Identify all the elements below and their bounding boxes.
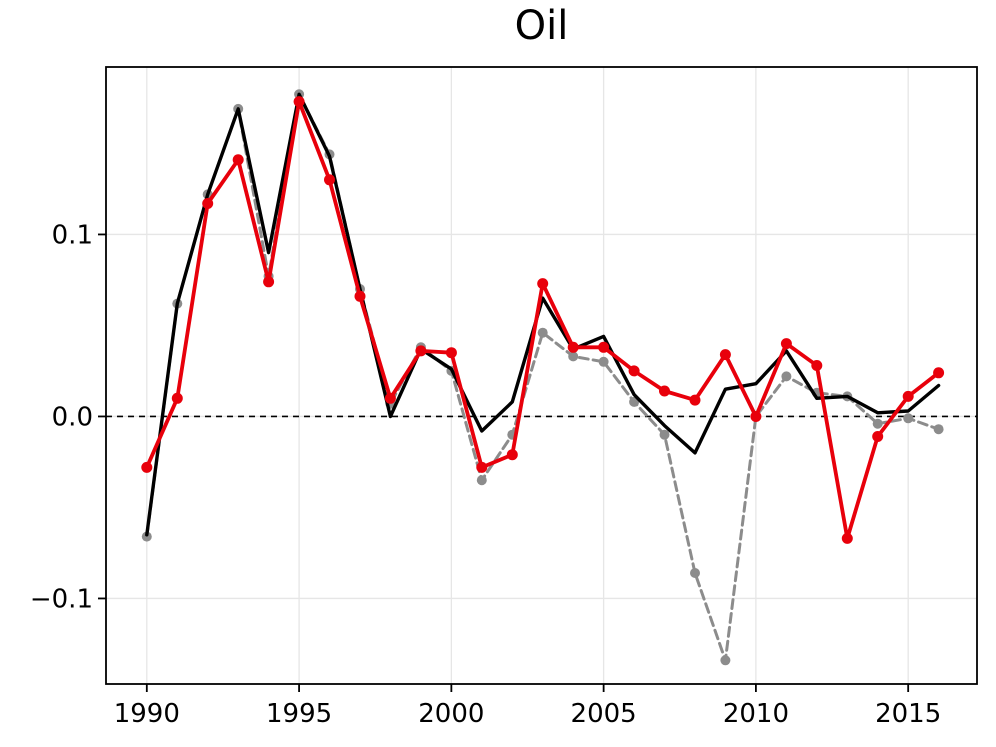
red-solid-markers-point-2008 xyxy=(689,394,701,406)
y-tick-label-0.0: 0.0 xyxy=(52,402,93,432)
red-solid-markers-point-2014 xyxy=(872,431,884,442)
x-tick-label-2010: 2010 xyxy=(723,699,789,729)
red-solid-markers-point-2012 xyxy=(811,360,823,371)
red-solid-markers-point-2000 xyxy=(445,347,457,359)
gray-dashed-markers-point-2011 xyxy=(781,371,792,382)
x-tick-label-2005: 2005 xyxy=(571,699,637,729)
x-tick-label-2015: 2015 xyxy=(875,699,941,729)
red-solid-markers-point-2010 xyxy=(750,411,762,422)
red-solid-markers-point-1995 xyxy=(293,96,305,108)
red-solid-markers-point-1992 xyxy=(202,198,214,209)
x-tick-label-2000: 2000 xyxy=(418,699,484,729)
gray-dashed-markers-point-2007 xyxy=(659,429,670,440)
red-solid-markers-point-2001 xyxy=(476,461,488,473)
red-solid-markers-point-1997 xyxy=(354,290,366,302)
red-solid-markers-point-2006 xyxy=(628,365,640,377)
x-tick-label-1990: 1990 xyxy=(114,699,180,729)
gray-dashed-markers-point-2009 xyxy=(720,655,731,666)
x-tick-label-1995: 1995 xyxy=(266,699,332,729)
gray-dashed-markers-point-2016 xyxy=(933,424,944,435)
red-solid-markers-point-1999 xyxy=(415,345,427,357)
red-solid-markers-point-2007 xyxy=(659,385,670,397)
gray-dashed-markers-point-1990 xyxy=(141,531,152,542)
chart-title: Oil xyxy=(514,3,569,49)
gray-dashed-markers-point-2001 xyxy=(476,475,487,486)
gray-dashed-markers-point-2015 xyxy=(903,413,914,424)
red-solid-markers-point-1998 xyxy=(384,392,396,404)
red-solid-markers-point-1990 xyxy=(141,461,153,473)
red-solid-markers-point-2003 xyxy=(537,278,549,290)
red-solid-markers-point-2002 xyxy=(506,449,518,461)
red-solid-markers-point-2016 xyxy=(933,367,945,379)
black-solid-line xyxy=(145,92,941,537)
y-tick-label-0.1: 0.1 xyxy=(52,220,93,250)
gray-dashed-markers-point-2004 xyxy=(568,351,579,362)
red-solid-markers-point-1996 xyxy=(324,174,335,186)
red-solid-markers-point-1994 xyxy=(263,276,275,288)
red-solid-markers-point-2005 xyxy=(598,341,610,353)
red-solid-markers-point-1991 xyxy=(171,392,183,404)
axes-spines xyxy=(105,66,978,685)
gray-dashed-markers-point-2005 xyxy=(598,356,609,367)
red-solid-markers-point-2004 xyxy=(567,341,579,353)
red-solid-markers-point-1993 xyxy=(232,154,244,166)
red-solid-markers-point-2009 xyxy=(719,349,731,361)
gray-dashed-markers-point-2014 xyxy=(872,418,883,429)
gray-dashed-markers-point-2008 xyxy=(690,568,700,578)
y-tick-label-−0.1: −0.1 xyxy=(30,584,93,614)
gray-dashed-markers-point-2003 xyxy=(537,327,548,338)
red-solid-markers-point-2015 xyxy=(902,390,914,402)
red-solid-markers-point-2013 xyxy=(841,532,853,544)
red-solid-markers-point-2011 xyxy=(780,338,792,350)
